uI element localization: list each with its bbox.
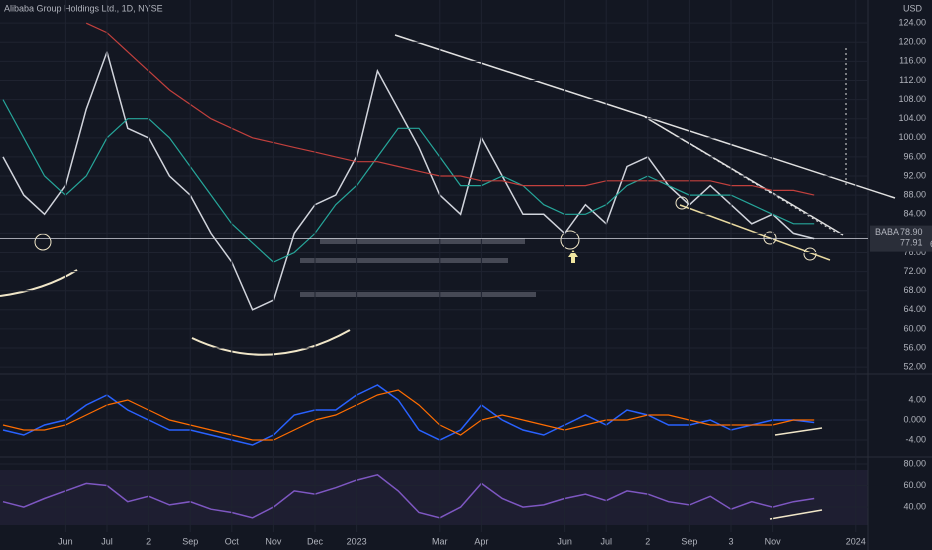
trendline [644,116,836,233]
x-tick-label: Oct [225,536,240,546]
x-tick-label: Jun [557,536,572,546]
y-tick-label: 60.00 [903,480,926,490]
x-tick-label: Dec [307,536,324,546]
x-tick-label: 2 [645,536,650,546]
y-tick-label: 80.00 [903,458,926,468]
y-tick-label: 112.00 [899,75,926,85]
x-tick-label: Sep [182,536,198,546]
y-tick-label: 116.00 [899,56,926,66]
x-tick-label: Jun [58,536,73,546]
marker-tag [896,237,930,250]
price-line [2,473,815,519]
price-line [2,384,815,446]
x-tick-label: Apr [474,536,488,546]
circle-mark [560,230,580,250]
y-tick-label: 92.00 [903,170,926,180]
x-tick-label: Jul [600,536,612,546]
arc [191,329,351,356]
y-tick-label: 52.00 [903,362,926,372]
circle-mark [803,247,817,261]
y-tick-label: 88.00 [903,190,926,200]
divergence-line [774,427,823,436]
y-tick-label: 100.00 [898,132,926,142]
currency: USD [903,3,923,13]
marker-price-label: 77.91 [900,238,923,248]
x-tick-label: 3 [728,536,733,546]
y-tick-label: 0.000 [903,414,926,424]
x-tick-label: Jul [101,536,113,546]
y-tick-label: 68.00 [903,285,926,295]
price-line [2,389,815,441]
y-tick-label: 124.00 [898,18,926,28]
y-tick-label: 96.00 [903,151,926,161]
trendline [394,34,896,199]
x-tick-label: Mar [432,536,448,546]
price-line [85,22,815,196]
divergence-line [769,509,823,520]
y-tick-label: 108.00 [898,94,926,104]
zone [300,258,508,263]
y-tick-label: 76.00 [903,247,926,257]
circle-mark [763,231,777,245]
x-tick-label: Sep [681,536,697,546]
y-tick-label: 60.00 [903,323,926,333]
y-tick-label: 104.00 [898,113,926,123]
y-tick-label: 72.00 [903,266,926,276]
y-tick-label: 4.00 [908,394,926,404]
y-tick-label: 64.00 [903,304,926,314]
x-tick-label: Nov [265,536,282,546]
symbol-label: BABA [875,227,899,237]
x-tick-label: 2 [146,536,151,546]
price-line [2,99,815,263]
zone [320,238,525,244]
arc [0,269,78,297]
y-tick-label: 56.00 [903,342,926,352]
y-tick-label: 120.00 [898,37,926,47]
last-price-label: 78.90 [900,227,923,237]
chart-title: Alibaba Group Holdings Ltd., 1D, NYSE [4,3,163,13]
y-tick-label: 84.00 [903,209,926,219]
x-tick-label: 2023 [347,536,367,546]
x-tick-label: 2024 [846,536,866,546]
arrow-mark [568,250,578,263]
y-tick-label: -4.00 [905,434,926,444]
zone [300,292,536,297]
x-tick-label: Nov [765,536,782,546]
circle-mark [34,233,52,251]
y-tick-label: 40.00 [903,501,926,511]
